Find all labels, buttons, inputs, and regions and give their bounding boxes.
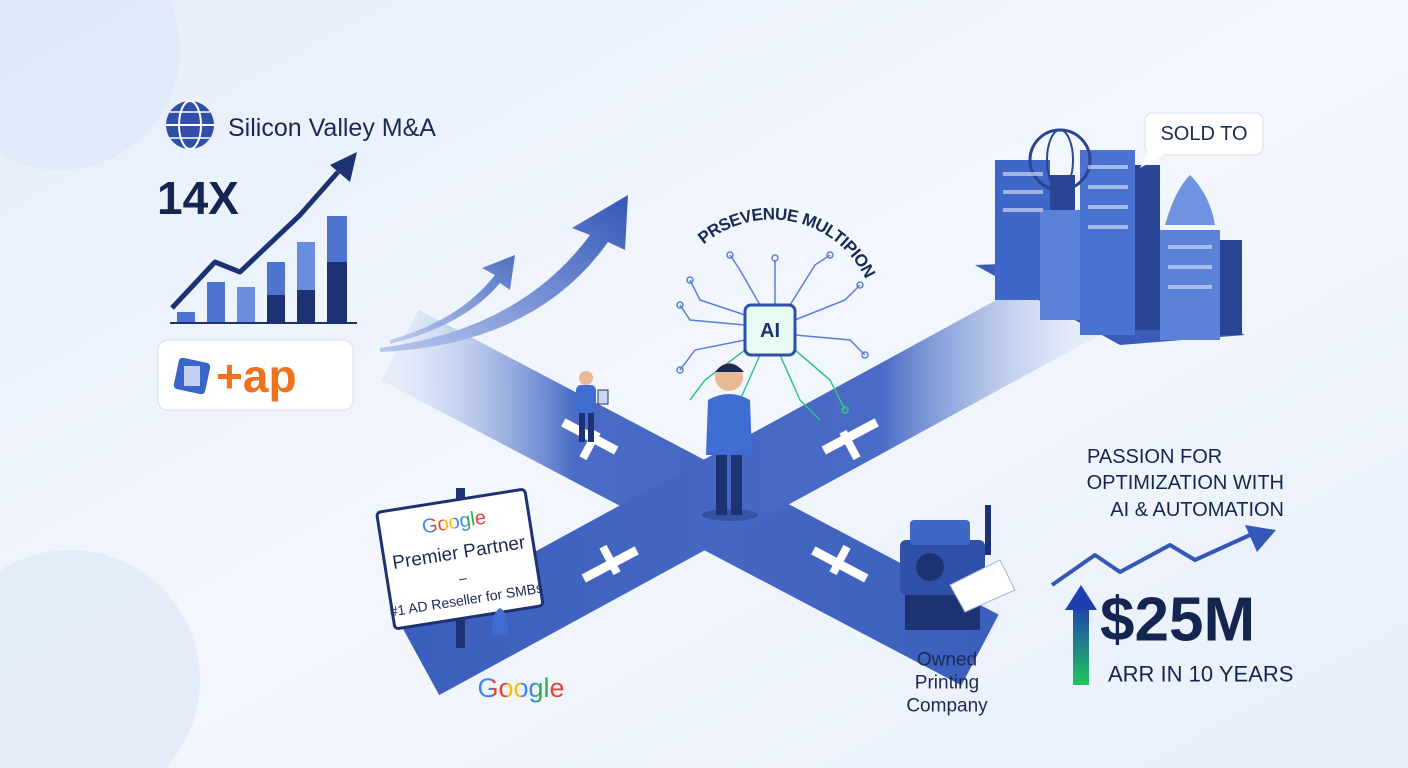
logo-text: +ap [216, 350, 297, 402]
multiple: 14X [157, 172, 239, 224]
globe-watermark [0, 0, 180, 170]
logo-card: +ap [157, 339, 354, 411]
small-person [576, 371, 609, 442]
printer [900, 505, 1016, 630]
google-label: Google [477, 673, 564, 703]
passion-line: OPTIMIZATION WITH [1087, 472, 1284, 494]
growth-arrows [380, 195, 628, 352]
up-arrow [1065, 585, 1097, 685]
globe-watermark [0, 550, 200, 768]
person [702, 363, 758, 521]
sign-dash: – [458, 569, 468, 586]
ai-chip [743, 303, 797, 357]
caption: ARR IN 10 YEARS [1108, 662, 1293, 687]
passion-line: AI & AUTOMATION [1110, 499, 1284, 521]
buildings [975, 128, 1245, 345]
globe-icon [166, 100, 214, 150]
bar-illustration [170, 152, 357, 324]
printing-line: Printing [915, 673, 979, 694]
circuit [676, 251, 869, 421]
chip-label: AI [760, 320, 780, 342]
printing-line: Owned [917, 650, 977, 671]
zigzag-arrow [1050, 525, 1276, 587]
printing-line: Company [906, 696, 988, 717]
amount: $25M [1100, 586, 1255, 655]
title: Silicon Valley M&A [228, 114, 436, 142]
callout-bubble [1140, 112, 1264, 168]
sign: Google Premier Partner – #1 AD Reseller … [375, 488, 545, 648]
passion-line: PASSION FOR [1087, 446, 1222, 468]
callout-text: SOLD TO [1160, 123, 1247, 145]
